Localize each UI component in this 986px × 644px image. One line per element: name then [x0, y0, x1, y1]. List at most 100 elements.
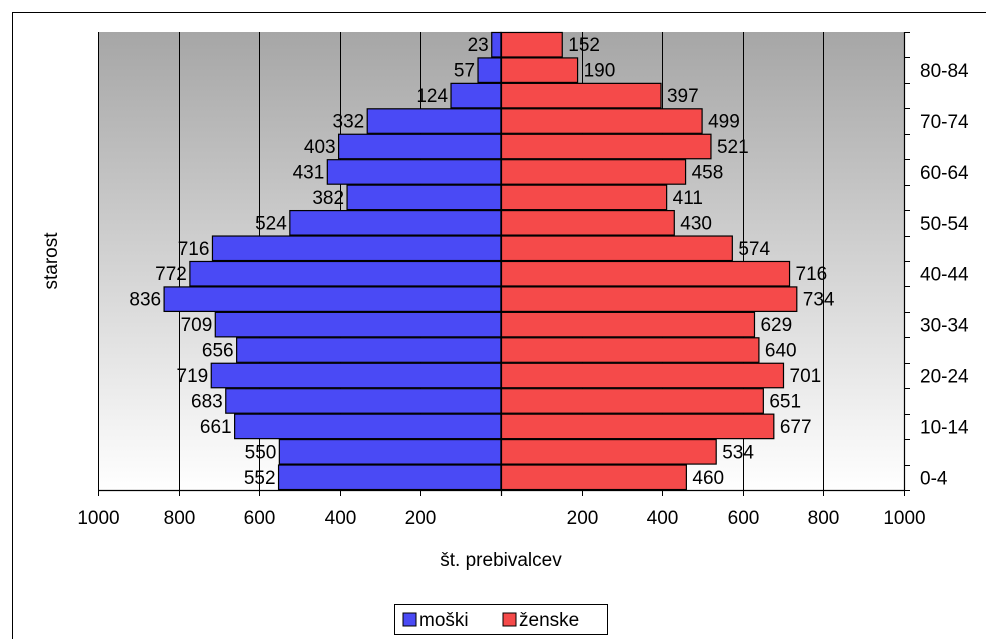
data-label: 524	[255, 213, 287, 234]
bar-moski	[164, 287, 501, 312]
x-axis-title: št. prebivalcev	[440, 550, 562, 571]
bar-moski	[215, 312, 501, 337]
data-label: 836	[129, 290, 161, 311]
bar-zenske	[501, 32, 562, 57]
data-label: 124	[416, 86, 448, 107]
bar-zenske	[501, 338, 759, 363]
x-tick-label: 800	[808, 508, 840, 529]
bar-zenske	[501, 134, 711, 159]
y-tick-label: 60-64	[920, 163, 969, 184]
data-label: 23	[468, 35, 489, 56]
data-label: 709	[181, 315, 213, 336]
data-label: 534	[722, 442, 754, 463]
bar-moski	[339, 134, 501, 159]
y-tick-label: 20-24	[920, 367, 969, 388]
bar-zenske	[501, 287, 797, 312]
data-label: 719	[177, 366, 209, 387]
y-axis-title: starost	[41, 232, 62, 290]
bar-moski	[347, 185, 501, 210]
legend-label-moski: moški	[419, 610, 469, 631]
data-label: 661	[200, 417, 232, 438]
bar-zenske	[501, 58, 578, 83]
data-label: 397	[667, 86, 699, 107]
data-label: 656	[202, 341, 234, 362]
bar-moski	[290, 211, 501, 236]
legend: moški ženske	[395, 605, 608, 635]
bar-zenske	[501, 109, 702, 134]
data-label: 403	[304, 137, 336, 158]
data-label: 550	[245, 442, 277, 463]
bar-moski	[327, 160, 501, 185]
bar-zenske	[501, 185, 667, 210]
bar-zenske	[501, 440, 716, 465]
data-label: 734	[803, 290, 835, 311]
y-tick-label: 50-54	[920, 214, 969, 235]
bar-moski	[279, 465, 501, 490]
bar-moski	[492, 32, 501, 57]
data-label: 57	[454, 61, 475, 82]
legend-swatch-moski	[403, 613, 416, 626]
bar-moski	[211, 363, 501, 388]
bar-zenske	[501, 160, 686, 185]
bar-moski	[367, 109, 501, 134]
data-label: 677	[780, 417, 812, 438]
data-label: 411	[673, 188, 703, 209]
data-label: 701	[790, 366, 822, 387]
x-tick-label: 600	[728, 508, 760, 529]
data-label: 431	[293, 162, 325, 183]
x-tick-label: 1000	[883, 508, 925, 529]
data-label: 683	[191, 391, 223, 412]
y-tick-label: 10-14	[920, 417, 969, 438]
data-label: 574	[738, 239, 770, 260]
y-tick-label: 80-84	[920, 61, 969, 82]
bar-moski	[226, 389, 501, 414]
x-tick-label: 800	[164, 508, 196, 529]
data-label: 521	[717, 137, 749, 158]
bar-moski	[235, 414, 501, 439]
bar-zenske	[501, 389, 763, 414]
x-tick-label: 600	[244, 508, 276, 529]
data-label: 651	[769, 391, 801, 412]
data-label: 458	[692, 162, 724, 183]
y-tick-label: 40-44	[920, 265, 969, 286]
bar-moski	[451, 83, 501, 108]
bar-zenske	[501, 363, 784, 388]
bar-zenske	[501, 414, 774, 439]
bar-moski	[478, 58, 501, 83]
y-tick-label: 30-34	[920, 316, 969, 337]
bar-moski	[279, 440, 501, 465]
data-label: 629	[760, 315, 792, 336]
data-label: 382	[312, 188, 344, 209]
bar-zenske	[501, 211, 674, 236]
x-tick-label: 200	[405, 508, 437, 529]
bar-zenske	[501, 261, 790, 286]
bar-moski	[212, 236, 501, 261]
bar-zenske	[501, 83, 661, 108]
legend-label-zenske: ženske	[519, 610, 579, 631]
data-label: 332	[333, 112, 365, 133]
data-label: 190	[584, 61, 616, 82]
data-label: 499	[708, 112, 740, 133]
y-tick-label: 0-4	[920, 468, 948, 489]
x-tick-label: 1000	[77, 508, 119, 529]
data-label: 430	[680, 213, 712, 234]
x-tick-label: 400	[325, 508, 357, 529]
y-tick-label: 70-74	[920, 112, 969, 133]
bar-zenske	[501, 312, 754, 337]
legend-swatch-zenske	[503, 613, 516, 626]
x-tick-label: 400	[647, 508, 679, 529]
data-label: 772	[155, 264, 187, 285]
bar-moski	[190, 261, 501, 286]
x-tick-label: 200	[567, 508, 599, 529]
bar-zenske	[501, 465, 686, 490]
data-label: 640	[765, 341, 797, 362]
data-label: 152	[568, 35, 600, 56]
bar-moski	[237, 338, 501, 363]
data-label: 552	[244, 468, 276, 489]
bar-zenske	[501, 236, 732, 261]
data-label: 716	[178, 239, 210, 260]
data-label: 716	[796, 264, 828, 285]
data-label: 460	[692, 468, 724, 489]
